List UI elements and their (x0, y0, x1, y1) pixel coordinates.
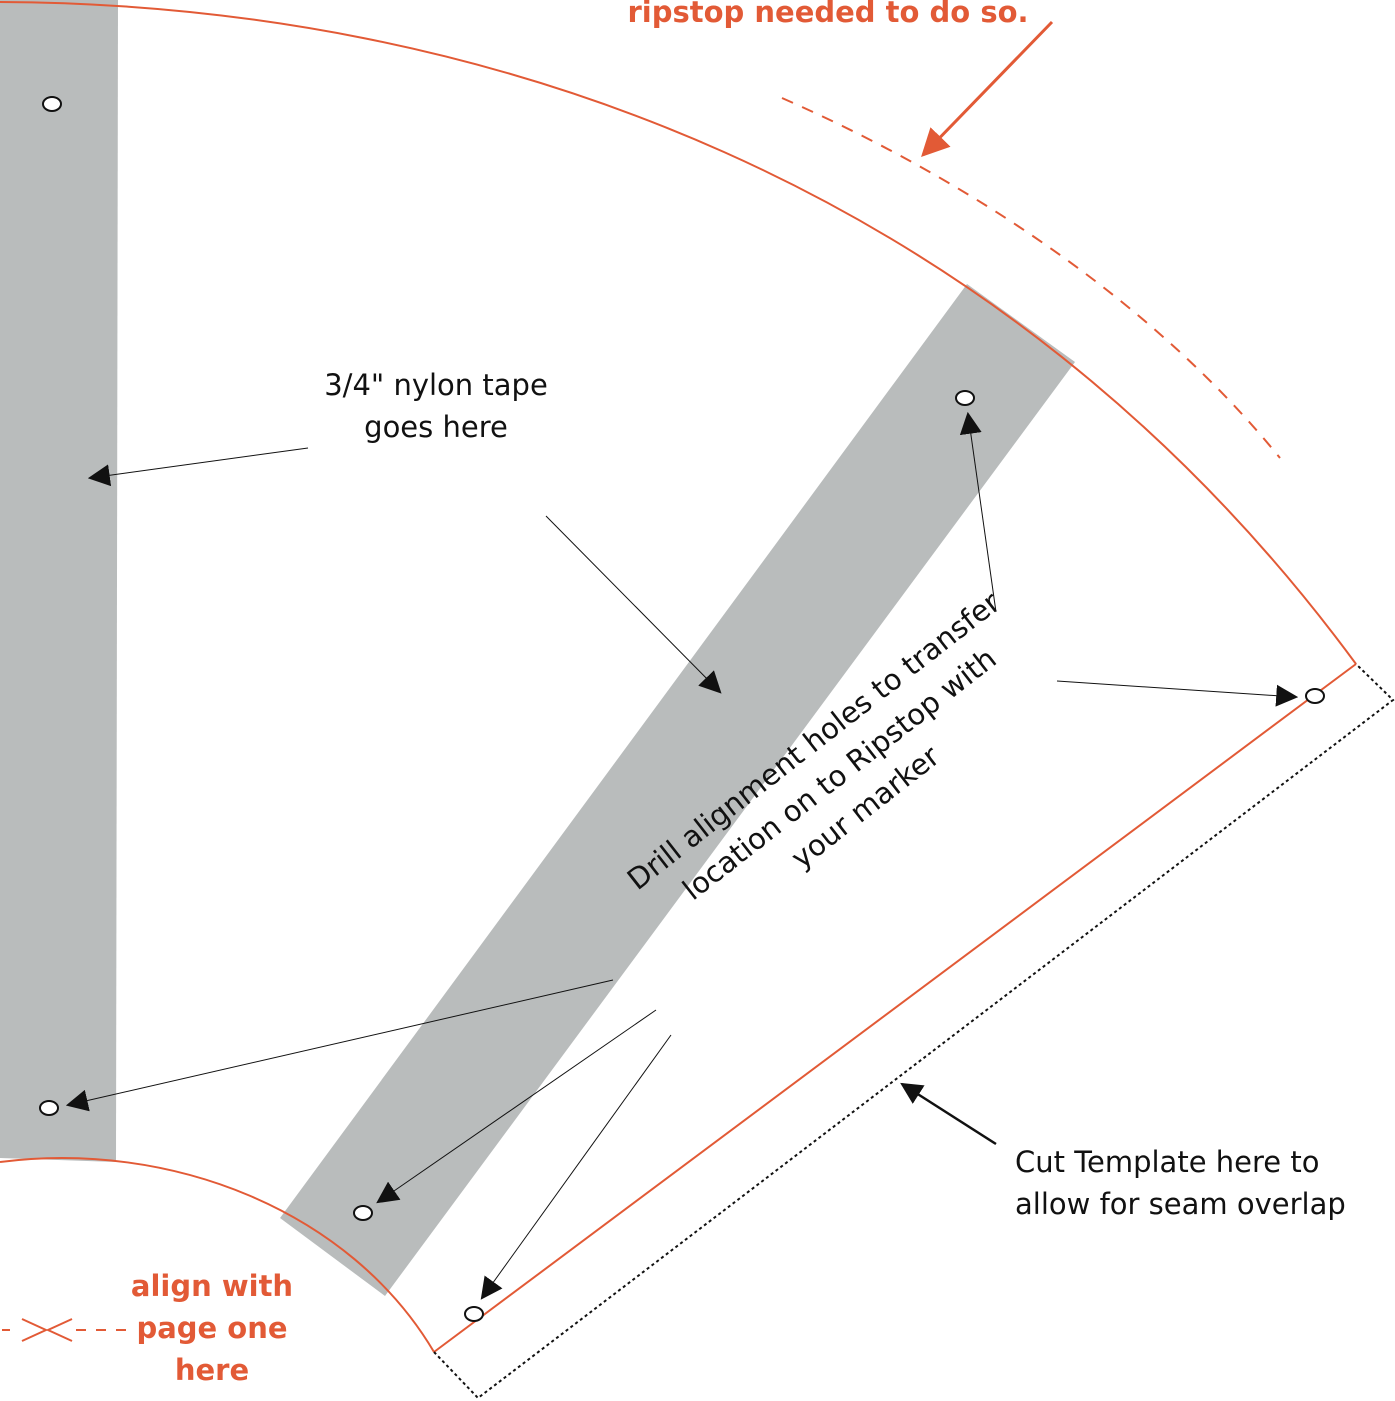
align-label-line2: page one (136, 1311, 287, 1345)
drill-arrow-top-hole (959, 411, 997, 613)
alignment-hole (1305, 688, 1325, 704)
drill-arrow-bottom-hole (376, 1009, 657, 1204)
orange-arrow (921, 20, 1054, 158)
cut-arrow (900, 1082, 997, 1146)
alignment-hole (39, 1100, 59, 1116)
top-note: ripstop needed to do so. (627, 0, 1028, 29)
cut-line (433, 663, 1395, 1400)
tape-arrow-vertical (87, 447, 309, 487)
diagonal-tape-strip (280, 284, 1075, 1296)
align-label-line3: here (175, 1353, 249, 1387)
outer-arc-edge (0, 1, 1357, 665)
drill-arrow-right-hole (1056, 680, 1299, 707)
align-marker-symbol (2, 1318, 128, 1342)
alignment-hole (42, 96, 62, 112)
alignment-hole (353, 1205, 373, 1221)
tape-label-line1: 3/4" nylon tape (324, 368, 548, 402)
alignment-hole (955, 390, 975, 406)
seam-line (433, 663, 1357, 1353)
cut-label-line2: allow for seam overlap (1015, 1187, 1346, 1221)
vertical-tape-strip (0, 0, 118, 1162)
tape-arrow-diagonal (545, 515, 722, 694)
alignment-hole (464, 1306, 484, 1322)
align-label-line1: align with (131, 1269, 293, 1303)
drill-arrow-left-hole (65, 979, 614, 1112)
cut-label-line1: Cut Template here to (1015, 1145, 1319, 1179)
drill-arrow-seam-hole (480, 1034, 672, 1300)
inner-arc-edge (0, 1157, 435, 1353)
dashed-extension-arc (781, 97, 1281, 459)
tape-label-line2: goes here (364, 410, 508, 444)
